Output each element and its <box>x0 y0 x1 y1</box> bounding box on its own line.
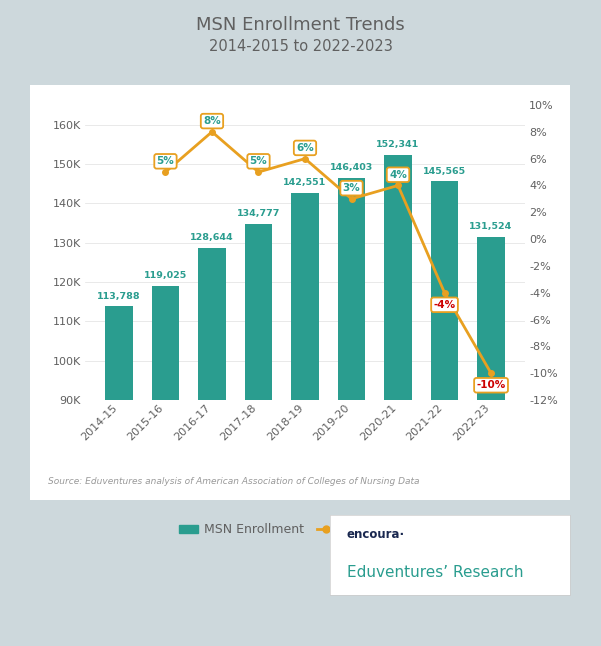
Text: 2014-2015 to 2022-2023: 2014-2015 to 2022-2023 <box>209 39 392 54</box>
Text: 128,644: 128,644 <box>190 233 234 242</box>
Bar <box>245 224 272 646</box>
Text: 134,777: 134,777 <box>237 209 280 218</box>
Text: 4%: 4% <box>389 170 407 180</box>
Bar <box>430 182 459 646</box>
Text: 119,025: 119,025 <box>144 271 187 280</box>
Text: 131,524: 131,524 <box>469 222 513 231</box>
Text: 142,551: 142,551 <box>284 178 326 187</box>
Text: Eduventures’ Research: Eduventures’ Research <box>347 565 523 580</box>
Text: 146,403: 146,403 <box>330 163 373 172</box>
Text: -10%: -10% <box>477 380 505 390</box>
Text: MSN Enrollment Trends: MSN Enrollment Trends <box>196 16 405 34</box>
Bar <box>477 236 505 646</box>
Bar <box>105 306 133 646</box>
Text: encoura·: encoura· <box>347 528 405 541</box>
Text: Source: Eduventures analysis of American Association of Colleges of Nursing Data: Source: Eduventures analysis of American… <box>48 477 419 486</box>
Bar <box>291 193 319 646</box>
Text: 145,565: 145,565 <box>423 167 466 176</box>
Text: 5%: 5% <box>249 156 267 166</box>
Text: 6%: 6% <box>296 143 314 153</box>
Bar <box>198 248 226 646</box>
Text: 3%: 3% <box>343 183 361 193</box>
Text: -4%: -4% <box>433 300 456 310</box>
Bar <box>151 286 180 646</box>
Text: 152,341: 152,341 <box>376 140 419 149</box>
Bar <box>384 155 412 646</box>
Text: 8%: 8% <box>203 116 221 126</box>
Text: 113,788: 113,788 <box>97 291 141 300</box>
Text: 5%: 5% <box>157 156 174 166</box>
Bar <box>338 178 365 646</box>
Legend: MSN Enrollment, YOY Growth %: MSN Enrollment, YOY Growth % <box>174 518 436 541</box>
